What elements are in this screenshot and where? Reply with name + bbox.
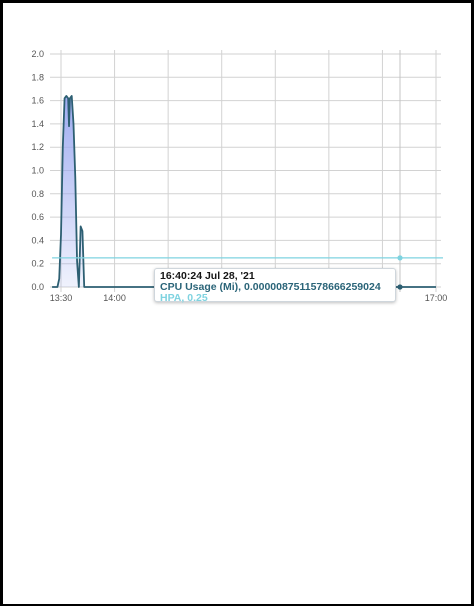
y-tick-label: 2.0 [31,49,44,59]
y-tick-label: 1.8 [31,72,44,82]
chart-svg: 0.0 0.2 0.4 0.6 0.8 1.0 1.2 1.4 1.6 1.8 2.0 13:30 14… [31,49,448,303]
y-tick-label: 0.8 [31,189,44,199]
tooltip-row-hpa: HPA, 0.25 [160,292,208,304]
x-tick-label: 17:00 [425,293,448,303]
hpa-hover-point [397,255,403,261]
y-tick-label: 0.2 [31,259,44,269]
chart-frame: 0.0 0.2 0.4 0.6 0.8 1.0 1.2 1.4 1.6 1.8 2.0 13:30 14… [3,3,471,604]
y-tick-label: 0.6 [31,212,44,222]
tooltip-time: 16:40:24 Jul 28, '21 [160,270,255,282]
tooltip-row-cpu: CPU Usage (Mi), 0.0000087511578666259024 [160,281,381,293]
y-tick-label: 1.2 [31,142,44,152]
cpu-line [52,95,436,288]
x-tick-label: 13:30 [50,293,73,303]
cpu-hover-point [397,284,403,290]
y-tick-label: 1.4 [31,119,44,129]
y-tick-label: 1.6 [31,96,44,106]
chart-tooltip: 16:40:24 Jul 28, '21 CPU Usage (Mi), 0.0… [154,268,396,304]
y-tick-label: 1.0 [31,166,44,176]
y-tick-label: 0.0 [31,282,44,292]
x-tick-label: 14:00 [103,293,126,303]
y-tick-label: 0.4 [31,235,44,245]
